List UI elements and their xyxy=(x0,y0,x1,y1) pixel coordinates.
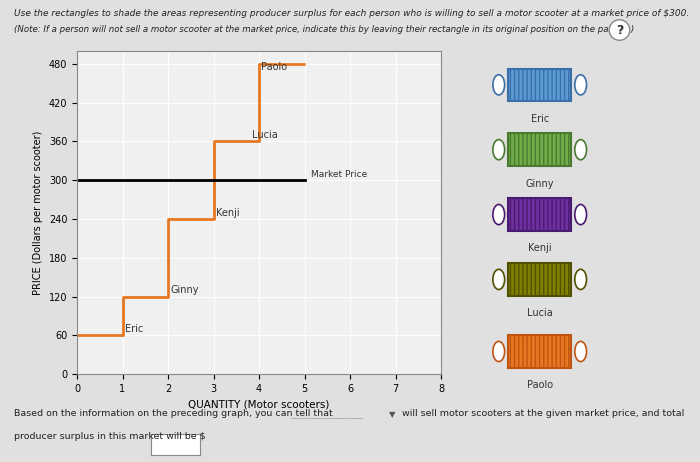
Circle shape xyxy=(575,341,587,362)
Circle shape xyxy=(575,75,587,95)
Text: Lucia: Lucia xyxy=(252,130,278,140)
X-axis label: QUANTITY (Motor scooters): QUANTITY (Motor scooters) xyxy=(188,400,330,409)
Circle shape xyxy=(493,341,505,362)
Bar xyxy=(508,69,571,101)
Text: Kenji: Kenji xyxy=(528,243,552,253)
Text: Paolo: Paolo xyxy=(261,61,288,72)
Text: Use the rectangles to shade the areas representing producer surplus for each per: Use the rectangles to shade the areas re… xyxy=(14,9,690,18)
Bar xyxy=(508,263,571,296)
Bar xyxy=(508,198,571,231)
Text: Market Price: Market Price xyxy=(312,170,368,179)
Circle shape xyxy=(493,269,505,290)
Bar xyxy=(508,335,571,368)
Bar xyxy=(508,263,571,296)
Text: Eric: Eric xyxy=(531,114,549,124)
Circle shape xyxy=(493,75,505,95)
Text: Ginny: Ginny xyxy=(170,286,199,295)
Text: Lucia: Lucia xyxy=(527,308,552,318)
Text: ?: ? xyxy=(616,24,623,36)
Text: Ginny: Ginny xyxy=(526,178,554,188)
Text: Paolo: Paolo xyxy=(526,380,553,390)
Text: _______________: _______________ xyxy=(290,409,363,419)
Bar xyxy=(508,134,571,166)
Circle shape xyxy=(575,205,587,225)
Text: ▼: ▼ xyxy=(389,410,395,419)
Text: producer surplus in this market will be $: producer surplus in this market will be … xyxy=(14,432,206,441)
Text: will sell motor scooters at the given market price, and total: will sell motor scooters at the given ma… xyxy=(402,409,685,418)
Y-axis label: PRICE (Dollars per motor scooter): PRICE (Dollars per motor scooter) xyxy=(33,130,43,295)
Circle shape xyxy=(493,205,505,225)
Text: Kenji: Kenji xyxy=(216,208,239,218)
Bar xyxy=(508,198,571,231)
Text: (Note: If a person will not sell a motor scooter at the market price, indicate t: (Note: If a person will not sell a motor… xyxy=(14,25,634,34)
Text: Eric: Eric xyxy=(125,324,143,334)
Bar xyxy=(508,335,571,368)
Circle shape xyxy=(575,140,587,160)
Bar xyxy=(508,69,571,101)
Circle shape xyxy=(575,269,587,290)
Circle shape xyxy=(493,140,505,160)
Bar xyxy=(508,134,571,166)
Text: Based on the information on the preceding graph, you can tell that: Based on the information on the precedin… xyxy=(14,409,332,418)
